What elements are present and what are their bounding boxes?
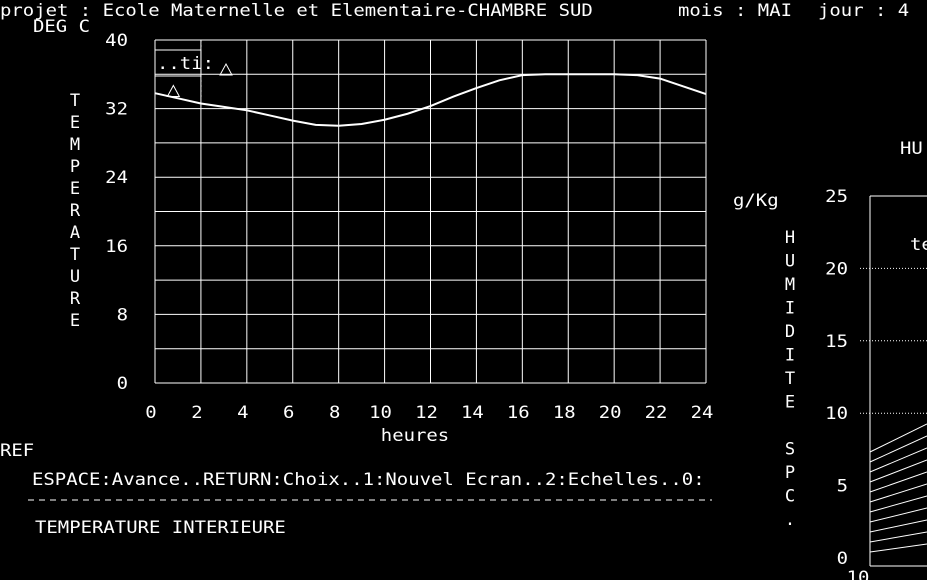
- x-tick-label: 0: [145, 403, 156, 423]
- x-tick-label: 8: [329, 403, 340, 423]
- project: projet : Ecole Maternelle et Elementaire…: [0, 1, 593, 21]
- caption: TEMPERATURE INTERIEURE: [35, 518, 286, 538]
- legend-marker: [219, 62, 233, 76]
- x-tick-label: 2: [191, 403, 202, 423]
- x-tick-label: 10: [847, 568, 870, 580]
- y-tick-label: 0: [837, 549, 848, 569]
- hatch: [869, 423, 927, 553]
- y-tick-label: 32: [105, 100, 128, 120]
- y-tick-label: 15: [825, 332, 848, 352]
- y-tick-label: 5: [837, 477, 848, 497]
- y-tick-label: 16: [105, 237, 128, 257]
- legend-label: ..ti:: [157, 54, 214, 74]
- y-tick-label: 24: [105, 168, 128, 188]
- y-tick-label: 20: [825, 259, 848, 279]
- line: [154, 73, 707, 127]
- y-tick-label: 25: [825, 187, 848, 207]
- y-tick-label: 0: [117, 374, 128, 394]
- y-tick-label: 8: [117, 305, 128, 325]
- x-tick-label: 18: [553, 403, 576, 423]
- day: jour : 4: [818, 1, 909, 21]
- x-tick-label: 20: [599, 403, 622, 423]
- x-tick-label: 16: [507, 403, 530, 423]
- commands: ESPACE:Avance..RETURN:Choix..1:Nouvel Ec…: [32, 470, 705, 490]
- x-tick-label: 14: [461, 403, 484, 423]
- x-tick-label: 4: [237, 403, 248, 423]
- legend-box: [154, 49, 202, 77]
- x-tick-label: 6: [283, 403, 294, 423]
- x-tick-label: 12: [415, 403, 438, 423]
- x-tick-label: 24: [691, 403, 714, 423]
- y-unit: g/Kg: [733, 191, 779, 211]
- annotation: te: [910, 235, 927, 255]
- chart-title: HU: [900, 139, 923, 159]
- x-label: heures: [381, 426, 449, 446]
- x-tick-label: 22: [645, 403, 668, 423]
- marker: [166, 84, 181, 97]
- month: mois : MAI: [678, 1, 792, 21]
- y-tick-label: 10: [825, 404, 848, 424]
- ref: REF: [0, 441, 34, 461]
- y-unit: DEG C: [33, 17, 90, 37]
- x-tick-label: 10: [369, 403, 392, 423]
- y-tick-label: 40: [105, 31, 128, 51]
